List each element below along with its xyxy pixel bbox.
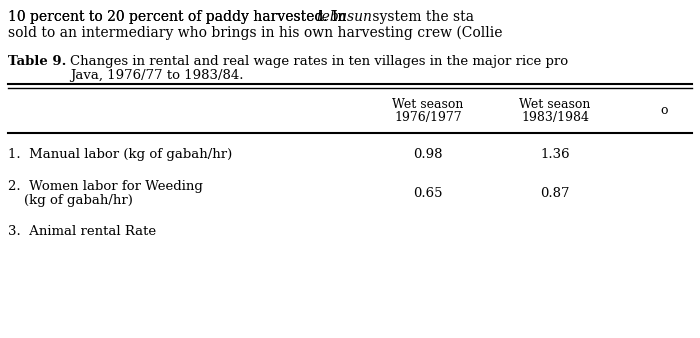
Text: 10 percent to 20 percent of paddy harvested. In: 10 percent to 20 percent of paddy harves… <box>8 10 351 24</box>
Text: sold to an intermediary who brings in his own harvesting crew (Collie: sold to an intermediary who brings in hi… <box>8 26 503 40</box>
Text: Java, 1976/77 to 1983/84.: Java, 1976/77 to 1983/84. <box>70 69 244 82</box>
Text: 0.98: 0.98 <box>413 148 442 161</box>
Text: Wet season: Wet season <box>519 98 591 111</box>
Text: Wet season: Wet season <box>392 98 463 111</box>
Text: system the sta: system the sta <box>368 10 474 24</box>
Text: 1.36: 1.36 <box>540 148 570 161</box>
Text: Table 9.: Table 9. <box>8 55 66 68</box>
Text: 10 percent to 20 percent of paddy harvested. In: 10 percent to 20 percent of paddy harves… <box>8 10 351 24</box>
Text: 0.87: 0.87 <box>540 187 570 200</box>
Text: 1976/1977: 1976/1977 <box>394 111 462 124</box>
Text: 1.  Manual labor (kg of gabah/hr): 1. Manual labor (kg of gabah/hr) <box>8 148 232 161</box>
Text: 3.  Animal rental Rate: 3. Animal rental Rate <box>8 225 156 238</box>
Text: o: o <box>660 104 668 117</box>
Text: 2.  Women labor for Weeding: 2. Women labor for Weeding <box>8 180 203 193</box>
Text: (kg of gabah/hr): (kg of gabah/hr) <box>24 194 133 207</box>
Text: 0.65: 0.65 <box>413 187 442 200</box>
Text: Changes in rental and real wage rates in ten villages in the major rice pro: Changes in rental and real wage rates in… <box>70 55 568 68</box>
Text: tebasun: tebasun <box>316 10 372 24</box>
Text: 1983/1984: 1983/1984 <box>521 111 589 124</box>
